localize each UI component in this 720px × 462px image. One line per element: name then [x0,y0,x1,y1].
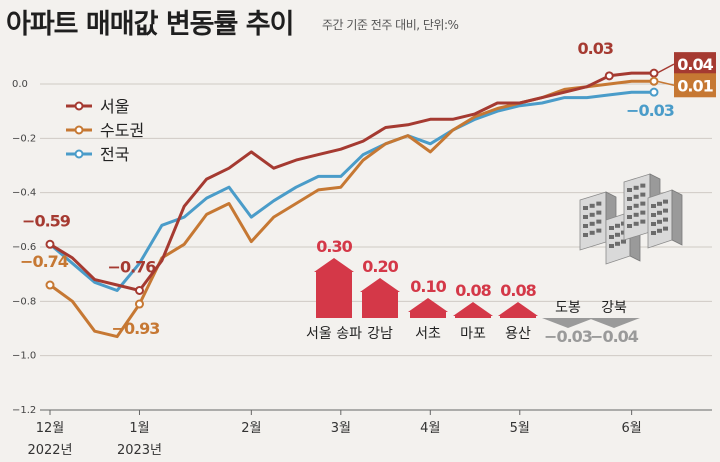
y-tick-label: −0.4 [12,188,36,199]
legend-item: 수도권 [66,121,144,140]
bar-value-label: 0.10 [410,277,446,296]
series-seoul [49,71,654,292]
point-marker [134,299,144,309]
point-marker [649,76,659,86]
bar-item: 0.20 강남 [360,257,400,342]
annotation-label: 0.04 [677,55,713,74]
bar-item: 0.08 용산 [498,281,538,342]
x-tick-label: 1월 [129,421,149,436]
annotation-label: 0.01 [677,76,713,95]
y-tick-label: −1.2 [12,405,36,416]
bar-value-label: 0.08 [500,281,536,300]
chart-title: 아파트 매매값 변동률 추이 [6,9,294,40]
bar [453,302,493,318]
y-tick-label: −0.8 [12,296,36,307]
value-box [674,52,716,77]
point-marker [134,285,144,295]
bar-value-label: 0.20 [362,257,398,276]
annotation-label: −0.93 [112,319,160,338]
point-marker [45,280,55,290]
district-bar-chart: 0.30 서울 송파 0.20 강남 0.10 서초 0.08 마포 0.08 용산 도봉 −0.03… [306,237,640,346]
bar-value-label: 0.30 [316,237,352,256]
point-marker [604,71,614,81]
bar [314,258,354,318]
y-tick-label: −1.0 [12,351,36,362]
chart-subtitle: 주간 기준 전주 대비, 단위:% [322,18,459,32]
bar [542,318,594,328]
bar-category-label: 강북 [601,300,627,316]
value-box [674,73,716,98]
bar-value-label: −0.03 [544,327,592,346]
point-marker [649,87,659,97]
bar-item: 강북 −0.04 [588,300,640,346]
bar-category-label: 용산 [505,326,531,342]
annotations: −0.59 −0.74 −0.76 −0.93 0.03 0.04 0.01−0.03 [20,39,716,338]
legend-label: 서울 [100,97,129,116]
legend-label: 전국 [100,145,129,164]
building-icon [647,189,683,249]
x-tick-label: 4월 [420,421,440,436]
annotation-label: −0.76 [108,257,157,276]
legend-item: 전국 [66,145,129,164]
bar-item: 0.08 마포 [453,281,493,342]
x-tick-label: 3월 [331,421,351,436]
x-tick-label: 6월 [622,421,642,436]
x-tick-label: 12월 [36,421,65,436]
legend-label: 수도권 [100,121,144,140]
x-tick-year-label: 2022년 [27,443,72,458]
y-tick-label: −0.6 [12,242,36,253]
point-marker [45,239,55,249]
apartment-buildings-illustration [579,173,683,265]
x-tick-label: 2월 [241,421,261,436]
annotation-label: −0.74 [20,252,69,271]
bar-category-label: 서울 송파 [306,326,362,342]
bar-category-label: 도봉 [555,300,581,316]
x-tick-label: 5월 [510,421,530,436]
bar-category-label: 강남 [367,326,393,342]
bar-category-label: 서초 [415,326,441,342]
bar-item: 도봉 −0.03 [542,300,594,346]
y-tick-label: 0.0 [12,79,28,90]
y-tick-label: −0.2 [12,133,36,144]
legend-item: 서울 [66,97,129,116]
annotation-label: −0.59 [22,211,71,230]
bar [498,302,538,318]
x-tick-year-label: 2023년 [117,443,162,458]
bar [588,318,640,328]
y-tick-labels: 0.0 −0.2 −0.4 −0.6 −0.8 −1.0 −1.2 [12,79,36,416]
bar-item: 0.30 서울 송파 [306,237,362,342]
bar-value-label: 0.08 [455,281,491,300]
annotation-label: 0.03 [578,39,613,58]
bar [408,298,448,318]
bar [360,278,400,318]
series-lines [49,71,654,339]
x-tick-labels: 12월 2022년 1월 2023년 2월 3월 4월 5월 6월 [27,410,642,458]
series-national [49,90,654,292]
series-line [49,71,654,292]
annotation-label: −0.03 [626,101,674,120]
series-line [49,90,654,292]
bar-value-label: −0.04 [590,327,639,346]
bar-item: 0.10 서초 [408,277,448,342]
bar-category-label: 마포 [460,326,486,342]
point-marker [649,68,659,78]
